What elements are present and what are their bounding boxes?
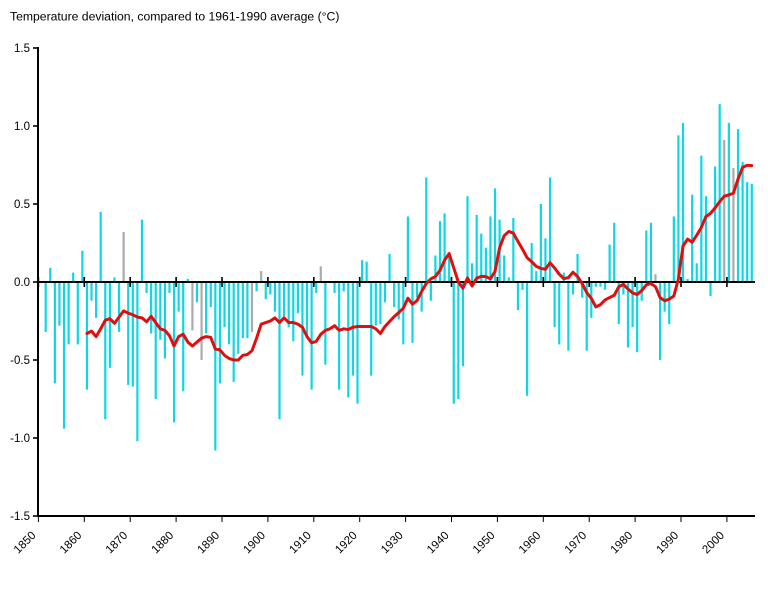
svg-text:1.0: 1.0 [14, 121, 30, 133]
svg-text:-1.0: -1.0 [10, 433, 30, 445]
svg-text:Temperature deviation, compare: Temperature deviation, compared to 1961-… [10, 10, 339, 24]
svg-text:-0.5: -0.5 [10, 355, 30, 367]
svg-text:0.5: 0.5 [14, 199, 30, 211]
svg-text:-1.5: -1.5 [10, 511, 30, 523]
svg-text:0.0: 0.0 [14, 277, 30, 289]
svg-text:1.5: 1.5 [14, 43, 30, 55]
